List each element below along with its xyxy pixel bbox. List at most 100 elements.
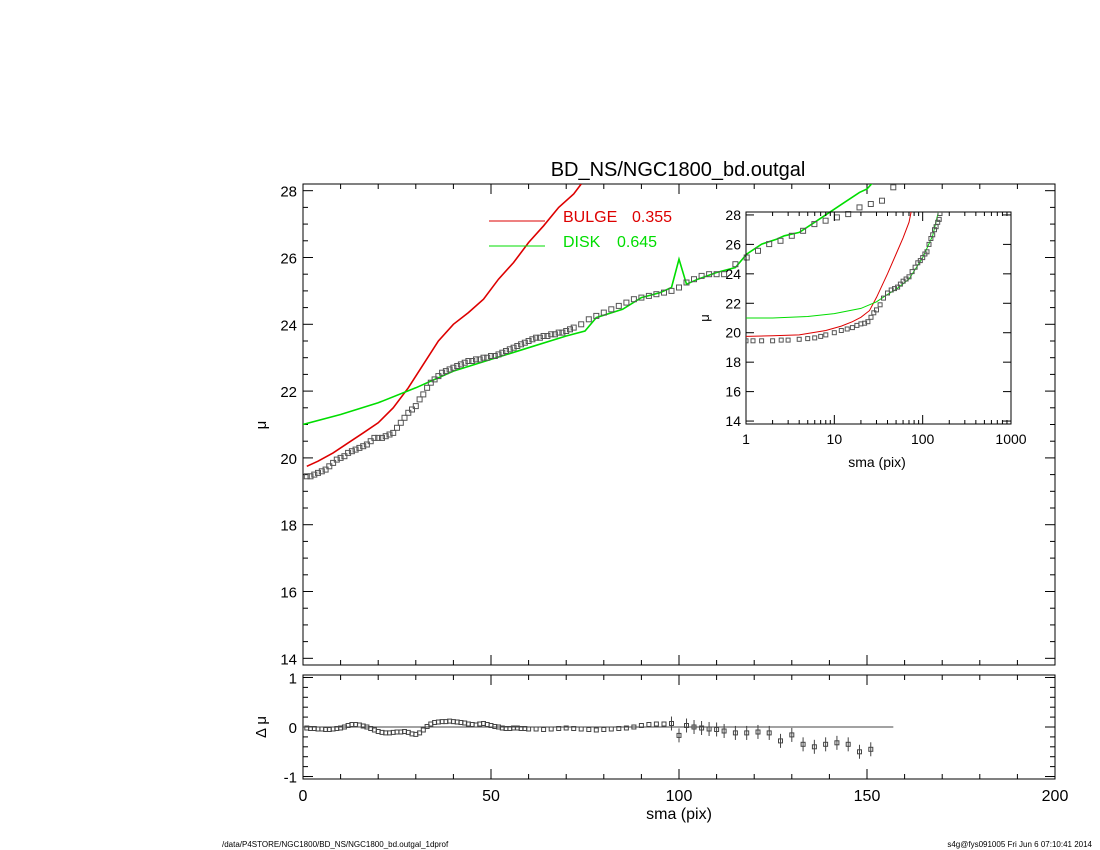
- main-data-point: [555, 329, 562, 336]
- inset-data-point: [844, 326, 850, 332]
- main-data-point: [427, 379, 434, 386]
- main-disk-line: [303, 184, 873, 426]
- main-data-point: [510, 344, 517, 351]
- footer-file-path: /data/P4STORE/NGC1800/BD_NS/NGC1800_bd.o…: [222, 840, 449, 849]
- main-data-point: [360, 443, 367, 450]
- inset-data-point: [877, 302, 883, 308]
- main-data-point: [567, 326, 573, 333]
- main-data-point: [668, 287, 675, 294]
- residual-y-tick-label: 0: [289, 720, 297, 737]
- main-data-point: [721, 271, 728, 278]
- main-data-point: [676, 284, 682, 291]
- inset-disk-line: [746, 212, 939, 319]
- main-data-point: [653, 291, 660, 298]
- main-y-tick-label: 22: [280, 384, 297, 401]
- main-data-point: [525, 338, 532, 344]
- main-y-axis-label: μ: [253, 421, 270, 430]
- residual-point: [669, 721, 674, 726]
- residual-point: [593, 727, 599, 733]
- main-data-point: [683, 279, 690, 286]
- residual-point: [834, 740, 840, 746]
- residual-point: [684, 723, 689, 728]
- main-data-point: [879, 197, 885, 204]
- residual-plot-panel: -101 0 50 100 150 200 Δ μ sma (pix): [253, 670, 1068, 823]
- inset-y-tick-label: 24: [725, 266, 741, 282]
- inset-data-point: [906, 274, 912, 280]
- main-data-point: [623, 299, 630, 306]
- main-data-point: [600, 309, 607, 316]
- main-data-point: [473, 356, 479, 363]
- main-data-point: [450, 364, 457, 371]
- main-data-point: [713, 271, 720, 278]
- main-data-point: [856, 204, 863, 211]
- residual-point: [676, 732, 682, 738]
- x-tick-label: 50: [482, 788, 500, 805]
- inset-y-tick-label: 22: [725, 295, 741, 311]
- main-bulge-line: [306, 184, 582, 468]
- inset-y-tick-label: 16: [725, 384, 741, 400]
- inset-plot-panel: 14 16 18 20 22 24 26 28 1 10 100 1000 sma (pix) μ: [697, 207, 1027, 470]
- residual-point: [616, 726, 622, 731]
- residual-point: [526, 726, 532, 732]
- inset-y-axis-label: μ: [697, 314, 712, 322]
- main-data-point: [457, 361, 464, 368]
- inset-data-point: [871, 310, 877, 316]
- main-data-point: [755, 247, 761, 254]
- inset-data-point: [936, 216, 942, 222]
- inset-data-point: [838, 328, 844, 333]
- main-data-point: [570, 324, 577, 331]
- residual-point: [417, 730, 423, 736]
- residual-point: [721, 728, 727, 734]
- residual-point: [811, 744, 817, 750]
- inset-data-point: [895, 284, 901, 290]
- main-data-point: [322, 466, 329, 473]
- main-data-point: [503, 348, 509, 354]
- main-data-point: [578, 321, 585, 328]
- main-data-point: [661, 289, 667, 296]
- residual-x-ticks: 0 50 100 150 200: [299, 675, 1068, 805]
- main-data-point: [540, 333, 547, 339]
- main-data-point: [484, 354, 491, 361]
- inset-bulge-line: [746, 212, 912, 337]
- inset-data-point: [796, 336, 802, 342]
- main-data-point: [469, 358, 476, 364]
- inset-x-tick-label: 10: [827, 431, 843, 447]
- inset-data-point: [750, 338, 756, 344]
- main-data-point: [551, 331, 558, 338]
- main-data-point: [630, 296, 637, 303]
- residual-point: [699, 725, 705, 731]
- residual-point: [420, 727, 426, 733]
- main-y-tick-label: 26: [280, 250, 297, 267]
- main-data-point: [424, 384, 431, 391]
- residual-point: [706, 726, 712, 732]
- main-data-point: [352, 446, 359, 453]
- main-data-point: [608, 306, 615, 313]
- inset-data-point: [930, 232, 936, 238]
- main-data-point: [563, 328, 570, 334]
- x-tick-label: 0: [299, 788, 308, 805]
- inset-data-point: [885, 290, 890, 296]
- main-data-point: [311, 471, 318, 478]
- main-data-point: [416, 396, 423, 403]
- main-data-point: [514, 343, 521, 349]
- residual-point: [548, 726, 554, 732]
- residual-point: [691, 724, 697, 730]
- main-y-tick-label: 14: [280, 651, 297, 668]
- residual-point: [789, 732, 795, 738]
- main-data-point: [412, 403, 419, 410]
- residual-y-ticks: -1 0 1: [284, 670, 1055, 787]
- residual-point: [778, 738, 783, 744]
- inset-data-point: [849, 325, 855, 331]
- legend-bulge-value: 0.355: [632, 209, 672, 226]
- main-data-point: [303, 473, 310, 480]
- inset-y-tick-label: 14: [725, 413, 741, 429]
- inset-data-point: [812, 335, 818, 341]
- inset-data-point: [818, 333, 824, 339]
- main-data-point: [367, 438, 374, 445]
- main-data-point: [454, 363, 461, 369]
- main-data-point: [518, 341, 525, 348]
- main-data-point: [822, 217, 829, 224]
- main-data-point: [318, 468, 325, 475]
- residual-point: [653, 721, 659, 727]
- main-data-point: [691, 276, 697, 283]
